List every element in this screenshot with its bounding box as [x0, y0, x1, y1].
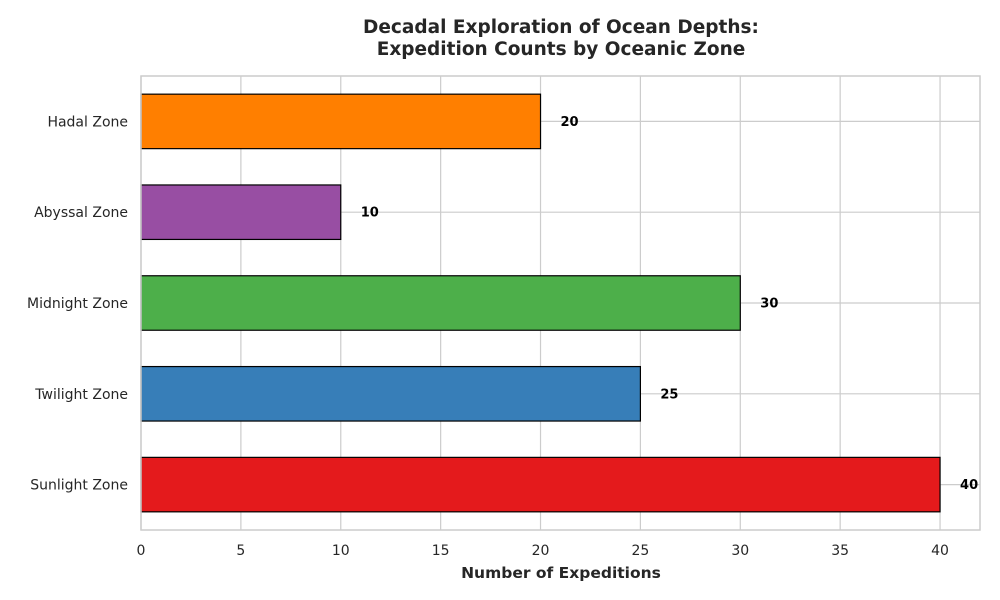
data-labels: 40 25 30 10 20 [361, 115, 978, 493]
x-tick-label: 0 [137, 543, 146, 559]
y-tick-label: Sunlight Zone [30, 478, 128, 494]
chart-title-line-1: Decadal Exploration of Ocean Depths: [363, 17, 759, 38]
chart-title-line-2: Expedition Counts by Oceanic Zone [377, 39, 746, 60]
bar-sunlight-zone [140, 456, 941, 513]
bars [140, 93, 941, 513]
x-tick-label: 15 [432, 543, 450, 559]
y-tick-label: Abyssal Zone [34, 205, 128, 221]
data-label: 20 [561, 115, 579, 130]
y-tick-label: Midnight Zone [27, 296, 128, 312]
x-tick-label: 30 [731, 543, 749, 559]
x-tick-label: 5 [236, 543, 245, 559]
plot-frame [140, 75, 981, 531]
x-tick-labels: 0 5 10 15 20 25 30 35 40 [137, 543, 949, 559]
data-label: 10 [361, 206, 379, 221]
x-tick-label: 20 [532, 543, 550, 559]
data-label: 30 [760, 297, 778, 312]
y-tick-label: Twilight Zone [34, 387, 128, 403]
y-tick-label: Hadal Zone [47, 114, 128, 130]
data-label: 25 [660, 387, 678, 402]
bar-midnight-zone [140, 275, 741, 331]
x-tick-label: 25 [631, 543, 649, 559]
x-tick-label: 35 [831, 543, 849, 559]
x-tick-label: 40 [931, 543, 949, 559]
data-label: 40 [960, 478, 978, 493]
bar-abyssal-zone [140, 184, 342, 241]
y-tick-labels: Sunlight Zone Twilight Zone Midnight Zone A… [27, 114, 128, 493]
bar-hadal-zone [140, 93, 542, 150]
x-axis-label: Number of Expeditions [461, 564, 661, 582]
x-tick-label: 10 [332, 543, 350, 559]
bar-twilight-zone [140, 365, 642, 422]
